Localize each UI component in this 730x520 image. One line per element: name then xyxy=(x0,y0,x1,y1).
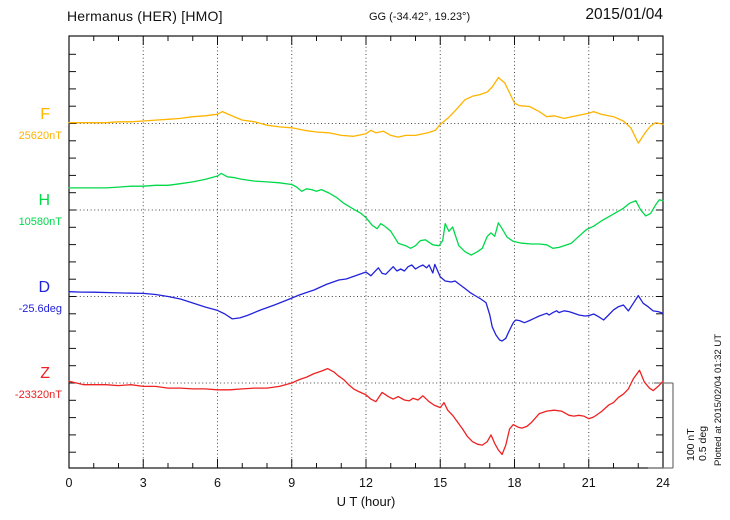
trace-F xyxy=(68,76,664,144)
x-tick-label-15: 15 xyxy=(433,476,448,490)
x-tick-label-6: 6 xyxy=(214,476,221,490)
series-baseline-Z: -23320nT xyxy=(14,389,62,401)
x-axis-title: U T (hour) xyxy=(336,494,396,509)
x-tick-label-21: 21 xyxy=(581,476,596,490)
series-label-H: H xyxy=(38,192,50,209)
x-tick-label-0: 0 xyxy=(65,476,73,490)
plot-frame xyxy=(68,35,664,469)
trace-Z xyxy=(68,367,664,456)
geo-coordinates: GG (-34.42°, 19.23°) xyxy=(369,11,471,23)
x-tick-label-3: 3 xyxy=(139,476,147,490)
x-tick-label-24: 24 xyxy=(656,476,670,490)
plotted-at-note: Plotted at 2015/02/04 01:32 UT xyxy=(713,333,724,466)
x-tick-label-12: 12 xyxy=(359,476,373,490)
scalebar-label-nt: 100 nT xyxy=(685,428,697,461)
trace-D xyxy=(68,263,664,342)
series-label-Z: Z xyxy=(40,365,50,382)
series-baseline-H: 10580nT xyxy=(18,216,62,228)
scalebar-label: 100 nT 0.5 deg xyxy=(685,425,709,461)
station-title: Hermanus (HER) [HMO] xyxy=(67,8,223,24)
trace-H xyxy=(68,172,664,256)
scalebar-label-deg: 0.5 deg xyxy=(696,425,709,461)
plot-date: 2015/01/04 xyxy=(585,6,663,23)
series-baseline-F: 25620nT xyxy=(18,130,62,142)
series-label-F: F xyxy=(40,106,50,123)
series-label-D: D xyxy=(38,279,50,296)
series-baseline-D: -25.6deg xyxy=(18,303,62,315)
x-tick-label-9: 9 xyxy=(288,476,296,490)
x-tick-label-18: 18 xyxy=(507,476,522,490)
